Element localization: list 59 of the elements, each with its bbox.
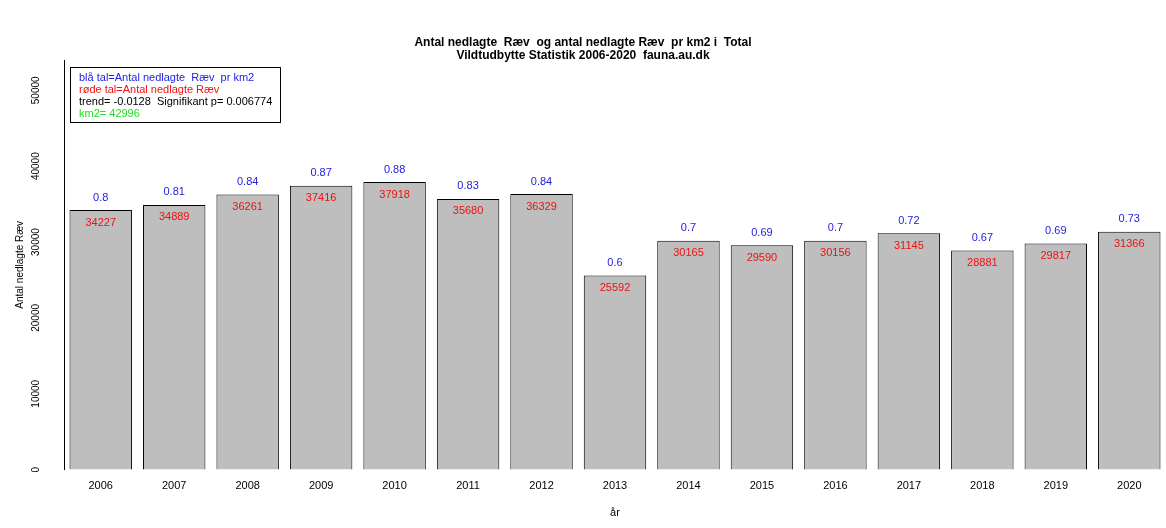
annotation: 0.69 (1045, 223, 1067, 236)
annotation: blå tal=Antal nedlagte Ræv pr km2 (79, 71, 256, 83)
data-label: 37918 (379, 187, 410, 200)
x-tick-label: 2020 (1117, 479, 1142, 492)
annotation: 0.84 (236, 175, 259, 188)
data-label: 30156 (820, 246, 851, 259)
data-label: 29590 (746, 250, 778, 263)
annotation: 0.73 (1118, 212, 1140, 225)
annotation: 0.7 (680, 221, 697, 234)
annotation: 0.6 (607, 256, 623, 269)
data-label: 25592 (599, 281, 631, 294)
data-label: 29817 (1040, 248, 1072, 261)
y-tick-label: 50000 (29, 76, 41, 105)
annotation: trend= -0.0128 Signifikant p= 0.006774 (79, 95, 273, 107)
data-label: 28881 (967, 256, 998, 269)
x-tick-label: 2009 (308, 479, 334, 492)
chart-title: Antal nedlagte Ræv og antal nedlagte Ræv pr km2 i Total (413, 35, 753, 49)
annotation: 0.87 (310, 166, 332, 179)
x-tick-label: 2019 (1043, 479, 1069, 492)
x-tick-label: 2007 (161, 479, 187, 492)
x-tick-label: 2006 (88, 479, 113, 492)
y-tick-label: 20000 (29, 303, 41, 332)
data-label: 31145 (893, 238, 924, 251)
data-label: 34227 (85, 215, 117, 228)
x-tick-label: 2017 (896, 479, 922, 492)
chart-subtitle: Vildtudbytte Statistik 2006-2020 fauna.au.dk (456, 48, 711, 62)
annotation: 0.88 (383, 162, 406, 175)
annotation: 0.81 (163, 185, 185, 198)
data-label: 37416 (305, 191, 337, 204)
x-tick-label: 2012 (529, 479, 554, 492)
x-tick-label: 2014 (676, 479, 701, 492)
y-axis-title: Antal nedlagte Ræv (13, 220, 25, 309)
x-tick-label: 2013 (602, 479, 628, 492)
annotation: 0.67 (971, 231, 994, 244)
x-tick-label: 2018 (970, 479, 995, 492)
annotation: 0.69 (751, 225, 773, 238)
data-label: 30165 (673, 246, 704, 259)
annotation: 0.72 (898, 213, 920, 226)
x-tick-label: 2016 (823, 479, 848, 492)
x-tick-label: 2008 (235, 479, 260, 492)
x-tick-label: 2015 (749, 479, 775, 492)
annotation: 0.83 (457, 179, 479, 192)
annotation: røde tal=Antal nedlagte Ræv (79, 83, 221, 95)
data-label: 34889 (158, 210, 190, 223)
data-label: 35680 (452, 204, 484, 217)
data-label: 36329 (526, 199, 557, 212)
annotation: km2= 42996 (79, 107, 141, 119)
y-tick-label: 40000 (29, 151, 41, 181)
y-tick-label: 10000 (29, 379, 41, 408)
annotation: 0.84 (530, 174, 553, 187)
x-tick-label: 2010 (382, 479, 407, 492)
annotation: 0.8 (93, 190, 109, 203)
y-tick-label: 30000 (29, 227, 41, 256)
y-tick-label: 0 (29, 466, 41, 473)
data-label: 36261 (232, 200, 263, 213)
annotation: 0.7 (827, 221, 844, 234)
x-tick-label: 2011 (456, 479, 480, 492)
x-axis-title: år (610, 506, 621, 519)
data-label: 31366 (1113, 237, 1145, 250)
